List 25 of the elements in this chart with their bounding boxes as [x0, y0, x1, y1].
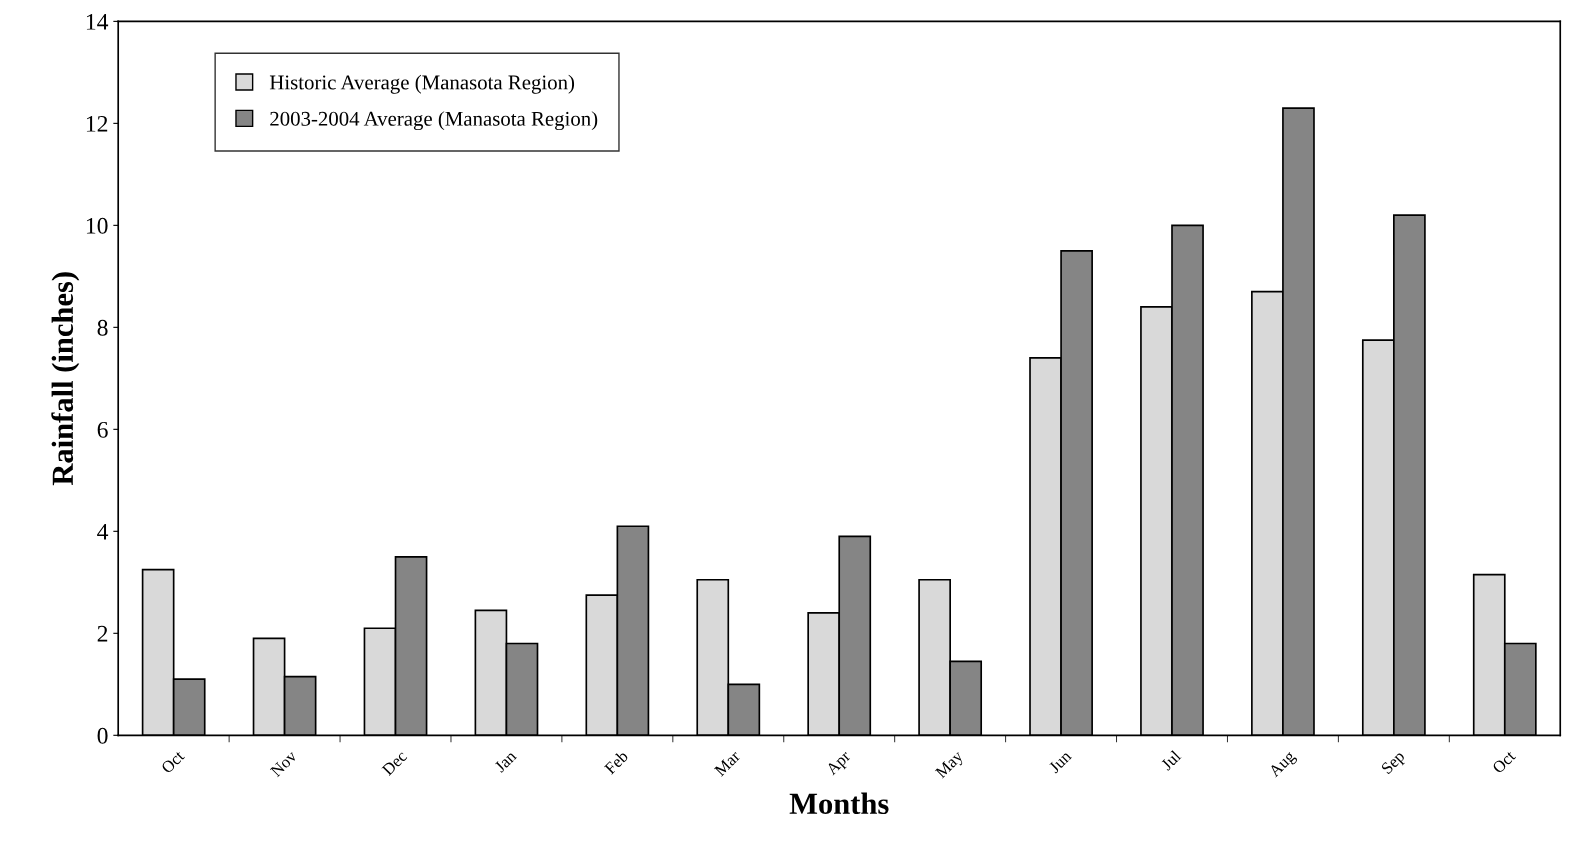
y-tick-label: 4: [97, 523, 109, 540]
legend-label: Historic Average (Manasota Region): [269, 74, 575, 94]
legend-label: 2003-2004 Average (Manasota Region): [270, 111, 598, 131]
y-tick-label: 14: [86, 13, 109, 30]
x-tick-label: Dec: [381, 750, 408, 777]
y-axis-title: Rainfall (inches): [51, 272, 80, 486]
y-tick-label: 0: [97, 727, 108, 744]
x-tick-label: Mar: [713, 749, 741, 777]
x-tick-label: Oct: [1491, 749, 1517, 775]
y-tick-label: 8: [97, 319, 108, 336]
y-tick-label: 2: [97, 625, 108, 642]
x-tick-label: Oct: [160, 749, 186, 775]
y-tick-label: 6: [97, 421, 108, 438]
x-tick-label: Jul: [1160, 749, 1182, 771]
y-tick-label: 12: [86, 115, 108, 132]
x-tick-label: Jan: [493, 749, 518, 773]
x-tick-label: Feb: [603, 749, 629, 775]
x-tick-label: Sep: [1380, 750, 1408, 777]
x-tick-label: Nov: [269, 749, 298, 778]
x-axis-title: Months: [789, 792, 889, 815]
x-tick-label: May: [934, 749, 967, 782]
x-tick-label: Apr: [825, 749, 854, 779]
x-tick-label: Aug: [1267, 749, 1299, 781]
x-tick-label: Jun: [1048, 749, 1073, 774]
y-tick-label: 10: [86, 217, 108, 234]
